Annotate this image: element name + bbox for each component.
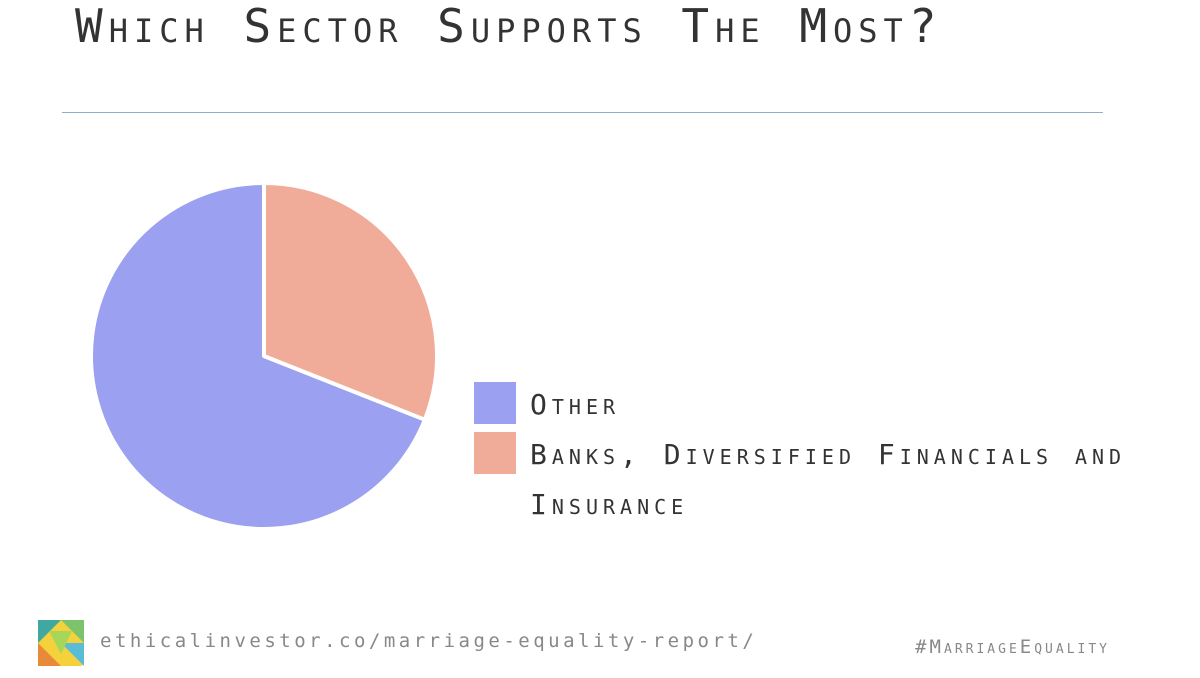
legend-label: Other — [530, 388, 621, 421]
pie-slice — [262, 181, 439, 422]
footer-url[interactable]: ethicalinvestor.co/marriage-equality-rep… — [100, 630, 758, 652]
legend-item: Other — [474, 380, 1194, 430]
legend-item: Banks, Diversified Financials and Insura… — [474, 430, 1194, 530]
pie-slice — [89, 181, 427, 531]
title-rule — [62, 112, 1103, 113]
legend-label: Banks, Diversified Financials and Insura… — [530, 438, 1127, 521]
legend: Other Banks, Diversified Financials and I… — [474, 380, 1194, 530]
footer-hashtag: #MarriageEquality — [915, 636, 1110, 658]
legend-swatch — [474, 432, 516, 474]
chart-title: Which Sector Supports The Most? — [75, 0, 943, 53]
logo — [38, 620, 84, 666]
legend-swatch — [474, 382, 516, 424]
